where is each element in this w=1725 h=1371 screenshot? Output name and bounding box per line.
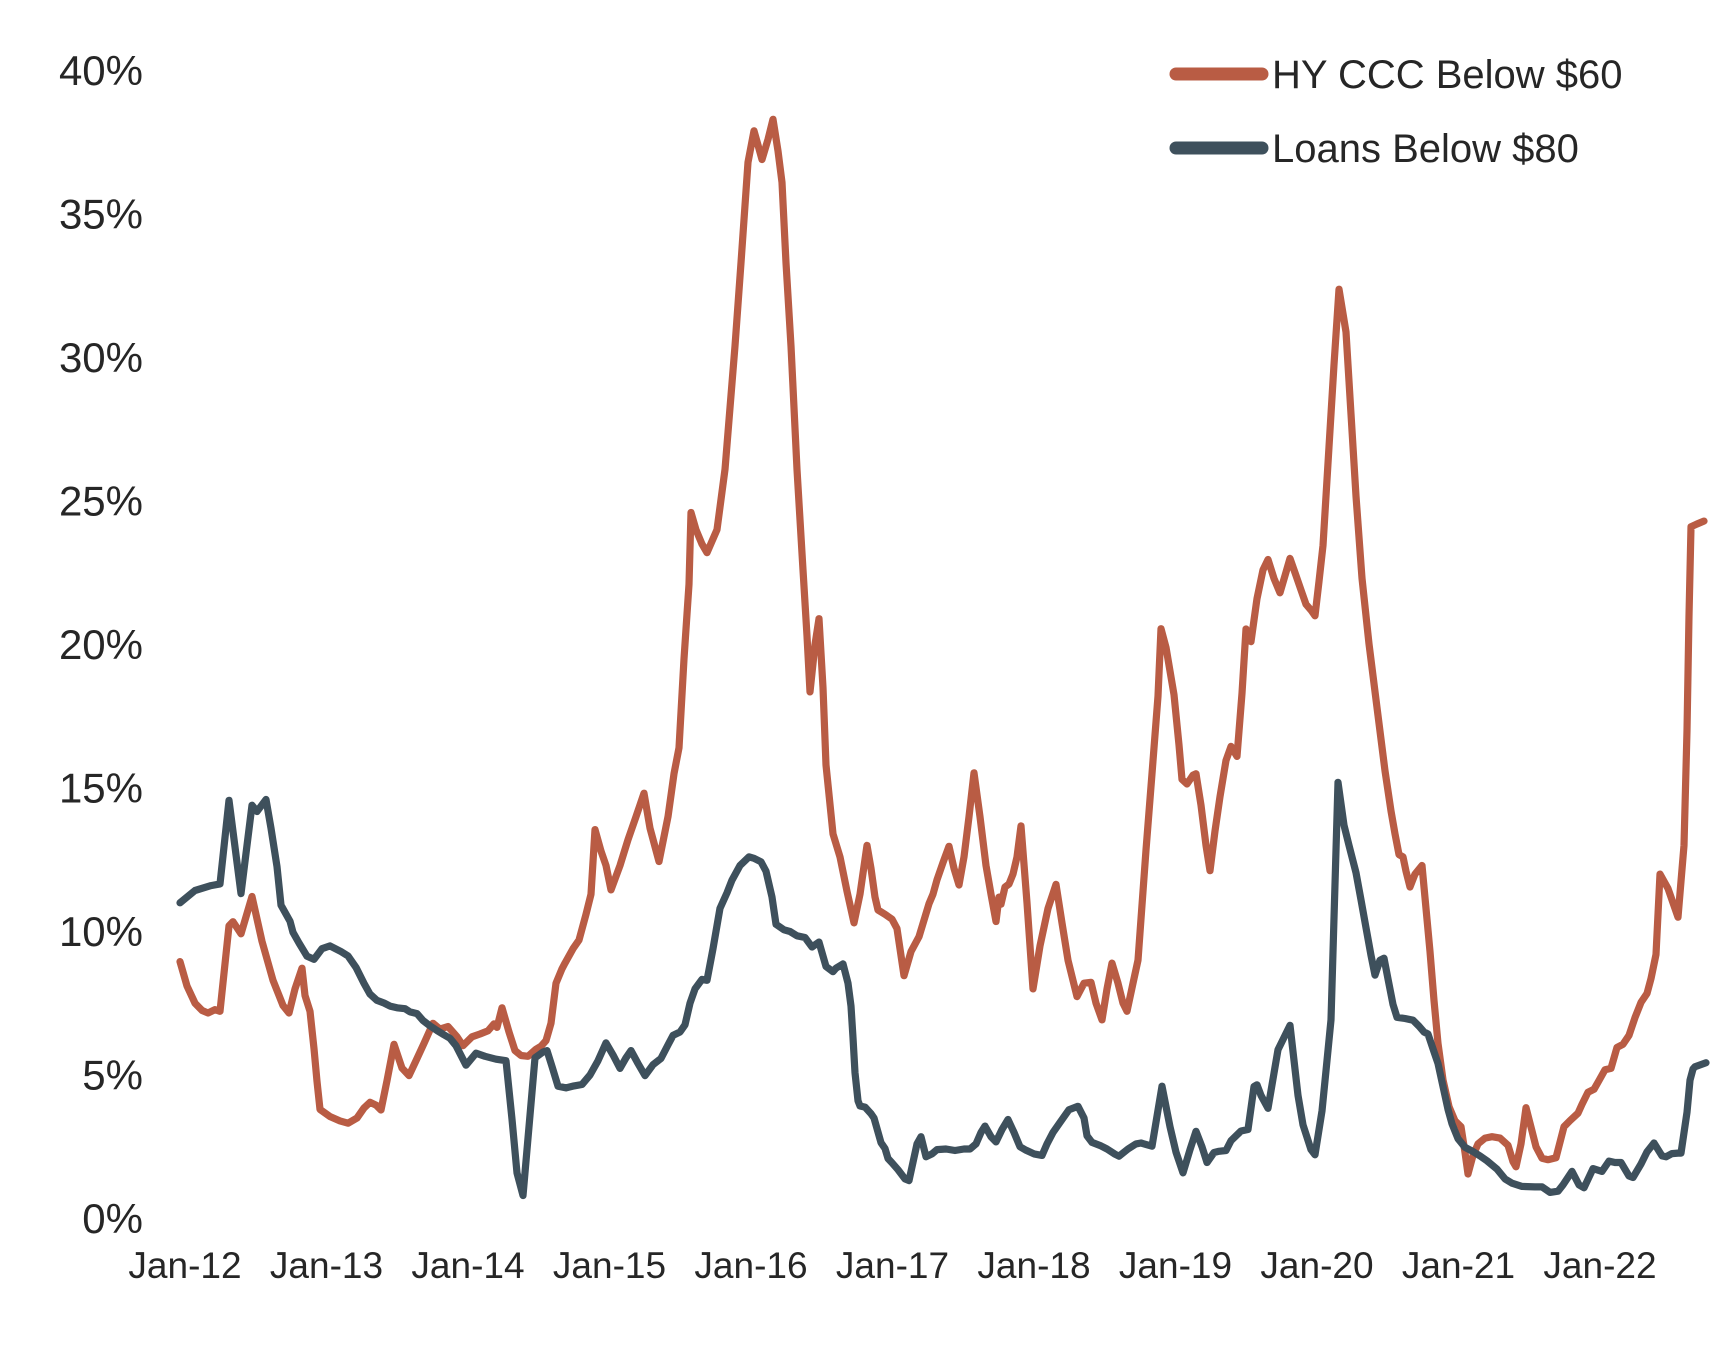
svg-text:Loans Below $80: Loans Below $80 [1272, 127, 1579, 171]
svg-text:10%: 10% [59, 908, 143, 955]
svg-text:20%: 20% [59, 621, 143, 668]
svg-text:5%: 5% [82, 1052, 143, 1099]
svg-text:0%: 0% [82, 1195, 143, 1242]
svg-text:35%: 35% [59, 191, 143, 238]
svg-text:Jan-15: Jan-15 [553, 1245, 666, 1286]
svg-text:Jan-17: Jan-17 [836, 1245, 949, 1286]
svg-text:HY CCC Below $60: HY CCC Below $60 [1272, 53, 1623, 97]
svg-text:Jan-21: Jan-21 [1402, 1245, 1515, 1286]
svg-text:Jan-19: Jan-19 [1119, 1245, 1232, 1286]
svg-text:Jan-20: Jan-20 [1260, 1245, 1373, 1286]
svg-text:40%: 40% [59, 47, 143, 94]
svg-text:30%: 30% [59, 334, 143, 381]
svg-text:Jan-14: Jan-14 [411, 1245, 524, 1286]
svg-text:25%: 25% [59, 478, 143, 525]
svg-text:Jan-13: Jan-13 [270, 1245, 383, 1286]
svg-text:Jan-12: Jan-12 [128, 1245, 241, 1286]
svg-text:Jan-18: Jan-18 [977, 1245, 1090, 1286]
svg-text:15%: 15% [59, 765, 143, 812]
svg-text:Jan-22: Jan-22 [1543, 1245, 1656, 1286]
svg-text:Jan-16: Jan-16 [694, 1245, 807, 1286]
